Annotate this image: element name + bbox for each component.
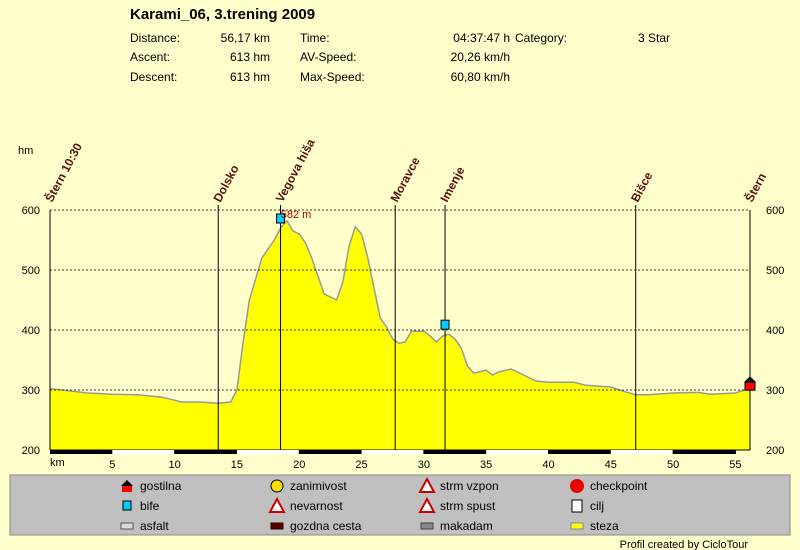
waypoint-label: Vegova hiša	[273, 136, 318, 204]
icon	[121, 480, 133, 486]
x-tick-label: 30	[418, 459, 430, 471]
scale-stripe	[112, 450, 175, 454]
x-tick-label: 20	[293, 459, 305, 471]
bife-icon	[440, 319, 450, 330]
scale-stripe	[486, 450, 549, 454]
legend-box	[9, 474, 791, 536]
field-value: 04:37:47 h	[453, 31, 510, 45]
icon	[270, 522, 284, 530]
legend-label: checkpoint	[590, 479, 648, 493]
scale-stripe	[299, 450, 362, 454]
y-tick-label: 600	[22, 205, 40, 217]
scale-stripe	[50, 450, 113, 454]
y-tick-label: 500	[22, 265, 40, 277]
legend-label: makadam	[440, 519, 493, 533]
scale-stripe	[673, 450, 736, 454]
waypoint-label: Štern 10:30	[41, 140, 85, 204]
field-value: 3 Star	[638, 31, 671, 45]
field-label: Ascent:	[130, 50, 171, 64]
x-tick-label: 10	[168, 459, 180, 471]
legend-label: cilj	[590, 499, 604, 513]
field-label: Category:	[515, 31, 568, 45]
field-label: AV-Speed:	[300, 50, 357, 64]
x-tick-label: 5	[109, 459, 115, 471]
icon	[571, 499, 583, 513]
field-value: 56,17 km	[220, 31, 270, 45]
scale-stripe	[610, 450, 674, 454]
profile-line	[49, 219, 751, 404]
icon	[270, 479, 284, 493]
legend-label: gozdna cesta	[290, 519, 362, 533]
scale-stripe	[236, 450, 300, 454]
x-tick-label: 45	[605, 459, 617, 471]
legend-label: nevarnost	[290, 499, 343, 513]
y-tick-label: 600	[766, 205, 784, 217]
icon	[570, 479, 584, 493]
field-value: 613 hm	[229, 50, 270, 64]
icon	[122, 500, 132, 511]
waypoint-label: Štern	[741, 170, 769, 204]
scale-stripe	[548, 450, 611, 454]
waypoint-label: Imenje	[437, 164, 467, 204]
x-tick-label: 40	[542, 459, 554, 471]
bife-icon	[276, 213, 286, 224]
gostilna-icon	[744, 381, 756, 391]
y-axis-label: hm	[18, 145, 33, 157]
icon	[268, 496, 286, 513]
scale-stripe	[423, 450, 487, 454]
max-label: 582 m	[281, 209, 312, 221]
field-value: 20,26 km/h	[450, 50, 510, 64]
legend-label: zanimivost	[290, 479, 347, 493]
waypoint-label: Dolsko	[211, 163, 242, 205]
scale-stripe	[174, 450, 237, 454]
y-tick-label: 300	[22, 385, 40, 397]
x-tick-label: 15	[231, 459, 243, 471]
y-tick-label: 200	[22, 445, 40, 457]
legend-label: strm vzpon	[440, 479, 499, 493]
waypoint-label: Bišce	[628, 169, 656, 204]
field-value: 613 hm	[229, 70, 270, 84]
x-tick-label: 50	[667, 459, 679, 471]
y-tick-label: 400	[22, 325, 40, 337]
field-value: 60,80 km/h	[450, 70, 510, 84]
waypoint-label: Moravce	[387, 155, 422, 205]
scale-stripe	[361, 450, 424, 454]
y-tick-label: 200	[766, 445, 784, 457]
icon	[570, 522, 584, 530]
x-tick-label: 55	[729, 459, 741, 471]
icon	[418, 476, 436, 493]
icon	[420, 522, 434, 530]
legend-label: strm spust	[440, 499, 496, 513]
icon	[120, 522, 134, 530]
x-axis-label: km	[50, 457, 65, 469]
field-label: Time:	[300, 31, 330, 45]
x-tick-label: 35	[480, 459, 492, 471]
y-tick-label: 300	[766, 385, 784, 397]
legend-label: steza	[590, 519, 619, 533]
field-label: Descent:	[130, 70, 178, 84]
x-tick-label: 25	[355, 459, 367, 471]
y-tick-label: 400	[766, 325, 784, 337]
legend-label: gostilna	[140, 479, 182, 493]
icon	[418, 496, 436, 513]
y-tick-label: 500	[766, 265, 784, 277]
legend-label: bife	[140, 499, 160, 513]
field-label: Distance:	[130, 31, 181, 45]
legend-label: asfalt	[140, 519, 169, 533]
title: Karami_06, 3.trening 2009	[130, 6, 316, 23]
gostilna-roof	[744, 376, 756, 383]
footer: Profil created by CicloTour	[620, 539, 749, 550]
icon	[122, 486, 132, 492]
area-fill	[50, 220, 750, 450]
field-label: Max-Speed:	[300, 70, 365, 84]
